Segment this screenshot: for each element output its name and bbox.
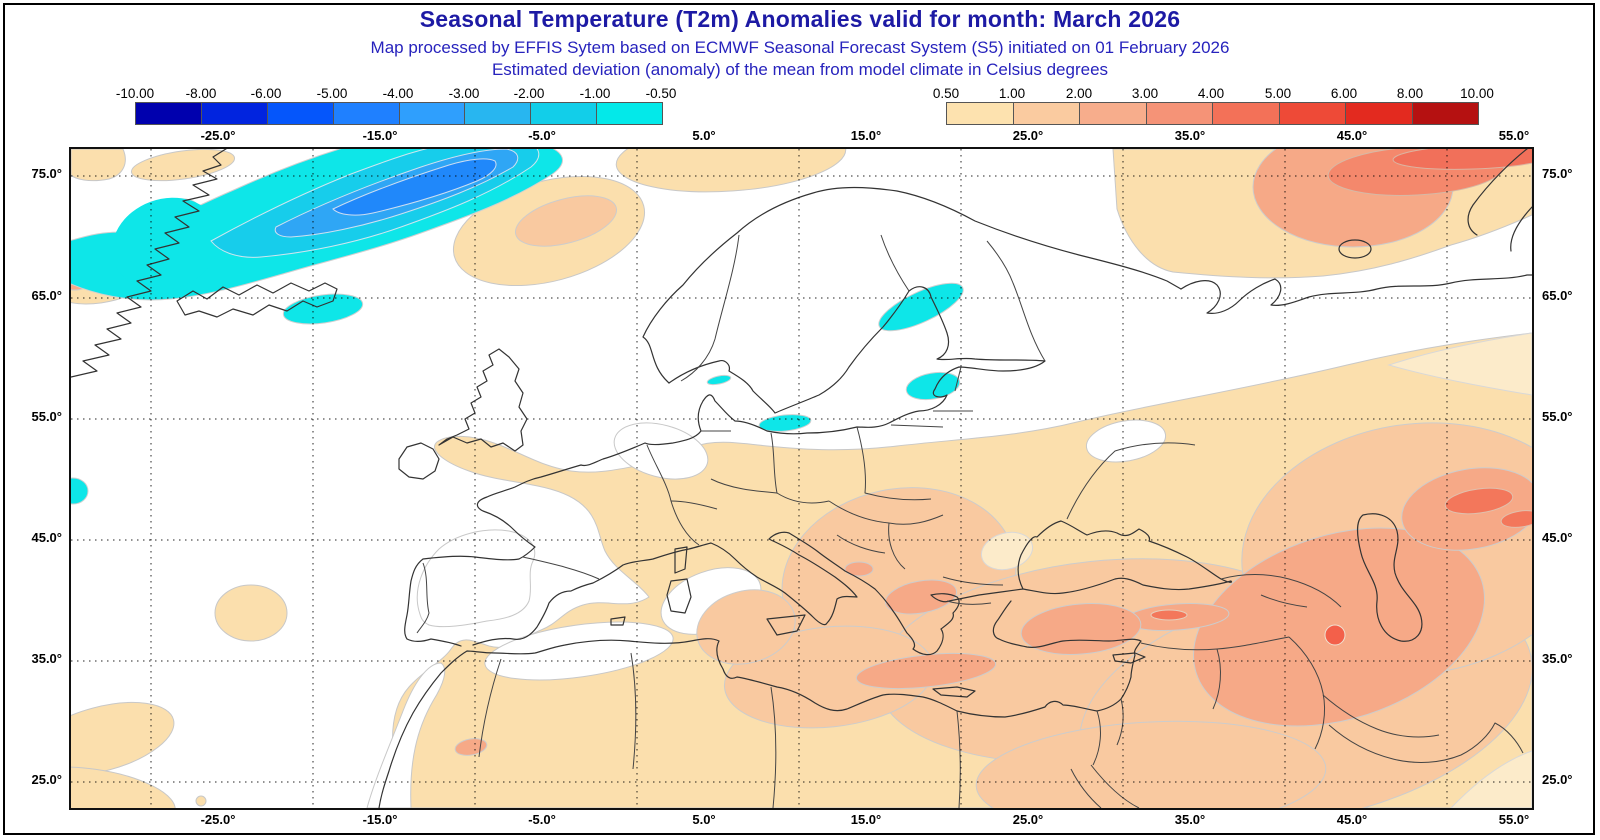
colorbar-segment [1213, 103, 1280, 124]
colorbar-segment [399, 103, 466, 124]
lon-label-bottom: 55.0° [1498, 812, 1530, 827]
lon-label-top: 25.0° [1012, 128, 1044, 143]
lon-label-top: 5.0° [692, 128, 716, 143]
colorbar-segment [1013, 103, 1080, 124]
colorbar-segment [1080, 103, 1147, 124]
colorbar-segment [267, 103, 334, 124]
lon-label-top: 35.0° [1174, 128, 1206, 143]
lat-label-right: 35.0° [1542, 651, 1573, 666]
pos-tick: 8.00 [1396, 86, 1424, 101]
lat-label-left: 35.0° [31, 651, 62, 666]
lat-label-right: 45.0° [1542, 530, 1573, 545]
colorbar-segment [947, 103, 1014, 124]
lon-label-top: -15.0° [362, 128, 398, 143]
neg-tick: -3.00 [448, 86, 480, 101]
colorbar-negative [135, 102, 663, 125]
pos-tick: 4.00 [1197, 86, 1225, 101]
pos-tick: 1.00 [998, 86, 1026, 101]
cold-regions [71, 149, 964, 505]
page-title: Seasonal Temperature (T2m) Anomalies val… [419, 6, 1181, 32]
colorbar-segment [1279, 103, 1346, 124]
lon-label-top: 15.0° [850, 128, 882, 143]
country-borders [416, 234, 1524, 808]
lat-label-right: 25.0° [1542, 772, 1573, 787]
pos-tick: 5.00 [1264, 86, 1292, 101]
pos-tick: 10.00 [1460, 86, 1494, 101]
neg-tick: -6.00 [250, 86, 282, 101]
lat-label-left: 55.0° [31, 409, 62, 424]
lon-label-bottom: 25.0° [1012, 812, 1044, 827]
colorbar-segment [333, 103, 400, 124]
lat-label-right: 55.0° [1542, 409, 1573, 424]
pos-tick: 3.00 [1131, 86, 1159, 101]
lon-label-top: -5.0° [528, 128, 556, 143]
lat-label-left: 65.0° [31, 288, 62, 303]
neg-tick: -1.00 [579, 86, 611, 101]
anomaly-map-canvas [69, 147, 1534, 810]
lat-label-left: 45.0° [31, 530, 62, 545]
neg-tick: -4.00 [382, 86, 414, 101]
colorbar-segment [201, 103, 268, 124]
neg-tick: -0.50 [645, 86, 677, 101]
colorbar-segment [531, 103, 598, 124]
lat-label-right: 65.0° [1542, 288, 1573, 303]
lat-label-right: 75.0° [1542, 166, 1573, 181]
subtitle-units: Estimated deviation (anomaly) of the mea… [491, 60, 1109, 79]
colorbar-segment [597, 103, 662, 124]
neg-tick: -5.00 [316, 86, 348, 101]
pos-tick: 0.50 [932, 86, 960, 101]
lon-label-bottom: 5.0° [692, 812, 716, 827]
colorbar-segment [465, 103, 532, 124]
cream-regions [1387, 332, 1532, 808]
lon-label-top: 45.0° [1336, 128, 1368, 143]
lon-label-bottom: -15.0° [362, 812, 398, 827]
pos-tick: 6.00 [1330, 86, 1358, 101]
lon-label-bottom: -25.0° [200, 812, 236, 827]
neg-tick: -8.00 [185, 86, 217, 101]
neg-tick: -10.00 [115, 86, 155, 101]
neg-tick: -2.00 [513, 86, 545, 101]
lat-label-left: 25.0° [31, 772, 62, 787]
subtitle-source: Map processed by EFFIS Sytem based on EC… [370, 38, 1230, 57]
anomaly-map-svg [71, 149, 1532, 808]
warm-hotspots [1150, 149, 1532, 646]
lat-label-left: 75.0° [31, 166, 62, 181]
colorbar-segment [1412, 103, 1478, 124]
lon-label-top: 55.0° [1498, 128, 1530, 143]
colorbar-positive [946, 102, 1479, 125]
lon-label-bottom: 45.0° [1336, 812, 1368, 827]
pos-tick: 2.00 [1065, 86, 1093, 101]
colorbar-segment [1146, 103, 1213, 124]
colorbar-segment [1346, 103, 1413, 124]
lon-label-top: -25.0° [200, 128, 236, 143]
colorbar-segment [136, 103, 202, 124]
lon-label-bottom: 15.0° [850, 812, 882, 827]
lon-label-bottom: -5.0° [528, 812, 556, 827]
lon-label-bottom: 35.0° [1174, 812, 1206, 827]
